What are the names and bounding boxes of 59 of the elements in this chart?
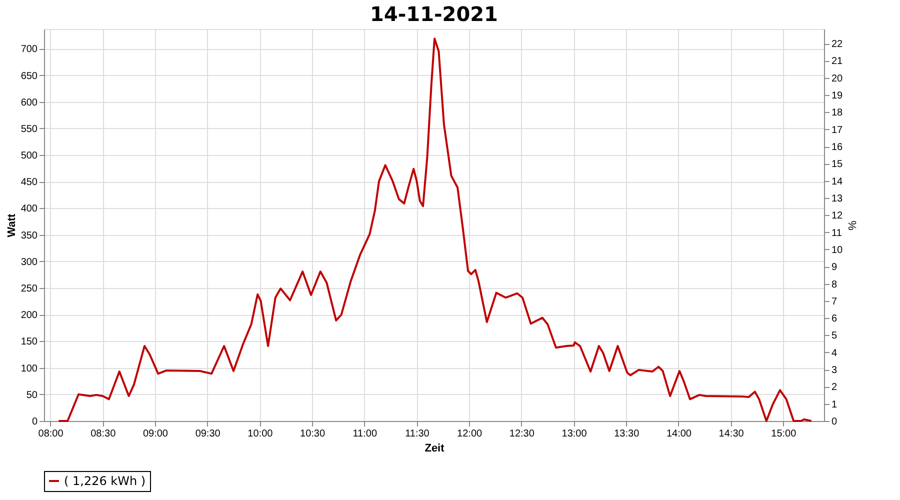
x-tick-label: 08:00	[38, 428, 64, 440]
y2-tick-label: 12	[832, 210, 844, 222]
y-tick-label: 200	[20, 310, 38, 322]
y-tick-label: 100	[20, 363, 38, 374]
x-tick-label: 15:00	[771, 428, 797, 440]
x-tick-label: 14:00	[666, 428, 692, 440]
chart-title: 14-11-2021	[370, 2, 498, 26]
y2-tick-label: 18	[832, 108, 844, 119]
x-tick-label: 10:30	[300, 428, 326, 440]
y2-tick-label: 8	[832, 279, 838, 290]
x-tick-label: 08:30	[90, 428, 116, 440]
x-tick-label: 12:30	[509, 428, 535, 440]
x-tick-label: 12:00	[457, 428, 483, 440]
y-axis-title: Watt	[6, 213, 18, 238]
y2-tick-label: 22	[832, 39, 844, 50]
y2-tick-label: 16	[832, 142, 844, 154]
y2-axis-title: %	[846, 220, 858, 231]
y-tick-label: 0	[32, 416, 38, 428]
y-tick-label: 350	[20, 230, 38, 242]
y2-tick-label: 14	[832, 176, 844, 188]
y-tick-label: 700	[20, 44, 38, 56]
y-tick-label: 150	[20, 336, 38, 348]
y2-tick-label: 19	[832, 90, 844, 102]
y-tick-label: 450	[20, 177, 38, 188]
y-tick-label: 50	[26, 390, 38, 401]
y2-tick-label: 7	[832, 296, 838, 308]
y2-tick-label: 20	[832, 73, 844, 84]
y2-tick-label: 21	[832, 56, 844, 68]
y-tick-label: 650	[20, 70, 38, 82]
y2-tick-label: 4	[832, 348, 838, 359]
line-series	[58, 38, 812, 422]
y2-tick-label: 1	[832, 399, 838, 410]
y2-tick-label: 9	[832, 262, 838, 274]
y-tick-label: 300	[20, 256, 38, 268]
x-tick-label: 14:30	[718, 428, 744, 440]
y2-tick-label: 5	[832, 330, 838, 342]
y-tick-label: 500	[20, 150, 38, 162]
y2-tick-label: 6	[832, 314, 838, 325]
y2-tick-label: 3	[832, 365, 838, 376]
y2-tick-label: 2	[832, 382, 838, 394]
y-tick-label: 400	[20, 204, 38, 215]
y-tick-label: 250	[20, 284, 38, 295]
y2-tick-label: 13	[832, 193, 844, 204]
x-tick-label: 09:30	[195, 428, 221, 440]
x-tick-label: 11:30	[405, 428, 430, 440]
x-tick-label: 10:00	[248, 428, 274, 440]
x-tick-label: 09:00	[142, 428, 168, 440]
y-tick-label: 600	[20, 97, 38, 108]
y2-tick-label: 17	[832, 124, 844, 136]
y2-tick-label: 0	[832, 416, 838, 428]
y2-tick-label: 10	[832, 244, 844, 256]
y-tick-label: 550	[20, 124, 38, 135]
x-tick-label: 13:30	[614, 428, 640, 440]
x-tick-label: 11:00	[352, 428, 378, 440]
y2-tick-label: 15	[832, 159, 844, 170]
y2-tick-label: 11	[832, 228, 842, 239]
x-tick-label: 13:00	[562, 428, 588, 440]
x-axis-title: Zeit	[424, 442, 445, 454]
legend-label: ( 1,226 kWh )	[64, 474, 146, 488]
